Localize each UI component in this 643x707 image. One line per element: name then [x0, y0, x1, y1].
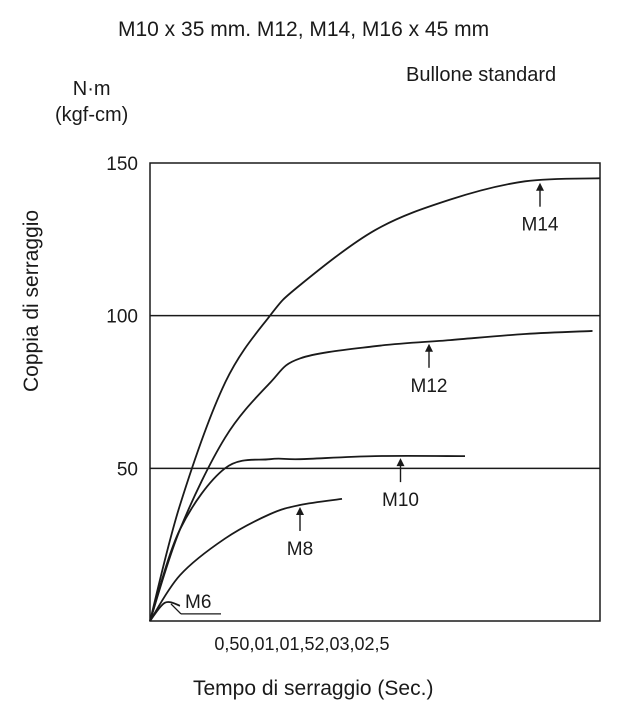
y-tick-label-100: 100	[106, 307, 138, 328]
series-label-m8: M8	[287, 539, 313, 560]
series-label-m14: M14	[522, 215, 559, 236]
y-tick-label-150: 150	[106, 154, 138, 175]
y-unit-label: N·m (kgf-cm)	[55, 76, 128, 128]
series-line-m12	[149, 330, 593, 622]
y-unit-primary: N·m	[72, 78, 111, 100]
arrow-head-m10	[396, 458, 405, 467]
x-tick-labels: 0,50,01,01,52,03,02,5	[214, 634, 389, 654]
y-tick-label-50: 50	[117, 459, 138, 480]
arrow-m6	[170, 603, 182, 615]
arrow-head-m8	[296, 506, 304, 515]
x-axis-title: Tempo di serraggio (Sec.)	[193, 677, 434, 700]
series-label-m10: M10	[382, 490, 419, 511]
series-line-m10	[149, 454, 466, 622]
chart-title: M10 x 35 mm. M12, M14, M16 x 45 mm	[118, 18, 490, 41]
series-label-m6: M6	[185, 592, 211, 613]
y-unit-secondary: (kgf-cm)	[55, 104, 129, 126]
chart-subtitle: Bullone standard	[406, 64, 557, 86]
series-line-m14	[149, 177, 601, 622]
series-label-m12: M12	[411, 376, 448, 397]
series-line-m6	[149, 601, 181, 622]
arrow-head-m14	[536, 182, 544, 191]
series-line-m8	[149, 497, 343, 622]
plot-frame	[149, 162, 601, 622]
arrow-head-m12	[425, 343, 433, 352]
